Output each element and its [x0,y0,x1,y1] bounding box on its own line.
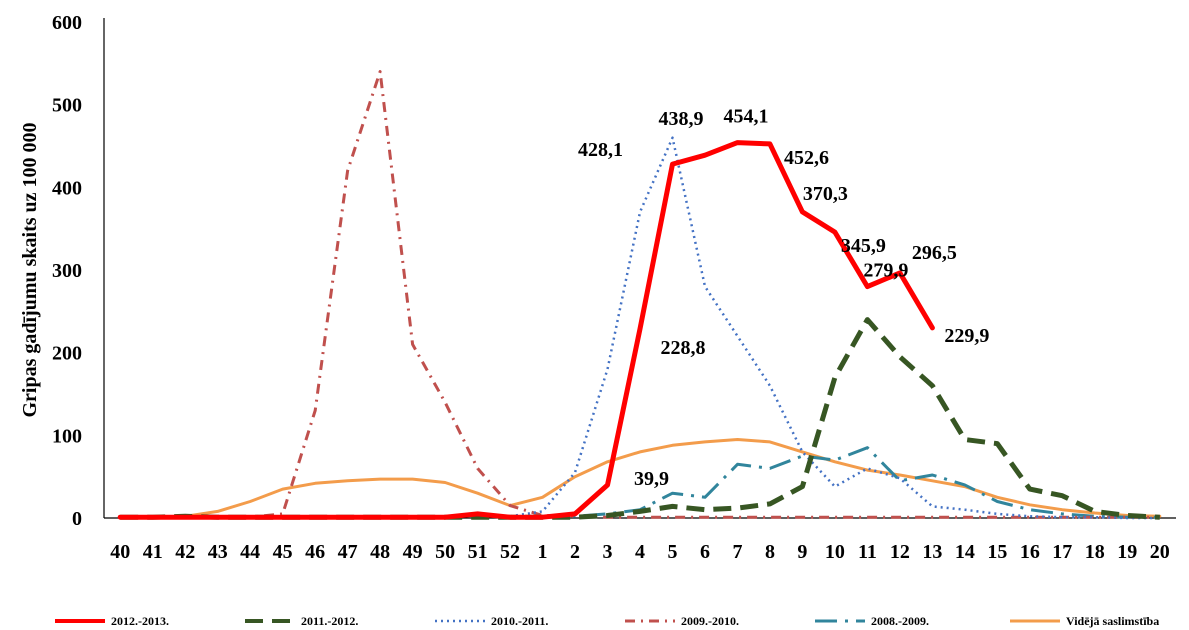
series-line-0 [117,140,935,520]
x-tick-label: 45 [273,541,293,563]
legend-label: 2008.-2009. [871,614,929,628]
x-tick-label: 1 [538,541,548,563]
x-tick-label: 51 [468,541,488,563]
data-label: 296,5 [912,242,957,264]
y-tick-label: 300 [52,260,82,282]
legend-label: Vidējā saslimstība [1066,614,1159,628]
x-tick-label: 10 [825,541,845,563]
x-tick-label: 12 [890,541,910,563]
data-label: 345,9 [841,235,886,257]
series-line-3 [120,70,1160,519]
x-tick-label: 43 [208,541,228,563]
x-tick-label: 49 [403,541,423,563]
legend-label: 2010.-2011. [491,614,548,628]
legend-label: 2012.-2013. [111,614,169,628]
legend-label: 2009.-2010. [681,614,739,628]
x-tick-label: 17 [1052,541,1072,563]
data-label: 438,9 [658,108,703,130]
data-label: 228,8 [660,337,705,359]
data-labels: 428,1 438,9 454,1 452,6 370,3 345,9 279,9296,5… [578,106,989,490]
y-tick-labels: 0 100 200 300 400 500 600 [52,12,82,530]
x-tick-label: 9 [797,541,807,563]
data-label: 229,9 [944,325,989,347]
data-label: 279,9 [863,260,908,282]
y-axis-title-group: Gripas gadījumu skaits uz 100 000 [19,122,41,417]
x-tick-label: 19 [1117,541,1137,563]
series-line-4 [542,446,1160,519]
series-lines [117,70,1162,520]
x-tick-label: 20 [1150,541,1170,563]
y-tick-label: 600 [52,12,82,34]
x-tick-label: 4 [635,541,645,563]
x-tick-label: 8 [765,541,775,563]
y-tick-label: 400 [52,177,82,199]
x-tick-label: 13 [922,541,942,563]
x-tick-label: 15 [987,541,1007,563]
x-tick-label: 2 [570,541,580,563]
x-tick-label: 3 [603,541,613,563]
y-axis-title: Gripas gadījumu skaits uz 100 000 [19,122,41,417]
x-tick-label: 42 [175,541,195,563]
y-tick-label: 200 [52,343,82,365]
x-tick-label: 18 [1085,541,1105,563]
x-tick-label: 11 [858,541,877,563]
x-tick-label: 50 [435,541,455,563]
data-label: 452,6 [784,147,829,169]
x-tick-label: 16 [1020,541,1040,563]
x-tick-label: 40 [110,541,130,563]
axes [103,18,1176,519]
x-tick-label: 7 [732,541,742,563]
x-tick-label: 6 [700,541,710,563]
data-label: 428,1 [578,139,623,161]
x-tick-label: 48 [370,541,390,563]
data-label: 39,9 [634,468,669,490]
x-tick-label: 47 [338,541,358,563]
data-label: 370,3 [803,183,848,205]
x-tick-labels: 40 41 42 43 44 45 46 47 48 49 50 51 52 1 2 3 4 5 6 7 8 9 10 11 1… [110,541,1170,563]
y-tick-label: 100 [52,425,82,447]
x-tick-label: 46 [305,541,325,563]
x-tick-label: 41 [143,541,163,563]
series-line-5 [118,438,1162,520]
x-tick-label: 52 [500,541,520,563]
legend: 2012.-2013. 2011.-2012. 2010.-2011. 2009.-2… [55,614,1159,628]
x-tick-label: 44 [240,541,260,563]
x-tick-label: 14 [955,541,975,563]
x-tick-label: 5 [667,541,677,563]
legend-label: 2011.-2012. [301,614,358,628]
data-label: 454,1 [723,106,768,128]
y-tick-label: 500 [52,95,82,117]
y-tick-label: 0 [72,508,82,530]
